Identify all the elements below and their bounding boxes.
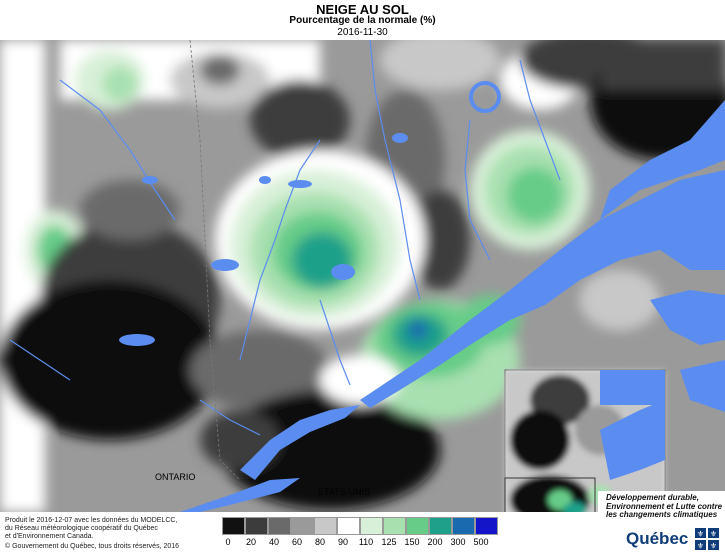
legend-swatch — [475, 517, 498, 535]
credit-line-3: et d'Environnement Canada. — [5, 533, 94, 540]
legend-swatch — [360, 517, 383, 535]
usa-label: ÉTATS-UNIS — [318, 487, 371, 497]
fleur-de-lis-icon: ⚜ ⚜ ⚜ ⚜ — [695, 528, 719, 550]
legend-label: 90 — [337, 537, 348, 547]
legend-swatch — [291, 517, 314, 535]
legend-label: 125 — [381, 537, 397, 547]
map-title: NEIGE AU SOL — [316, 2, 409, 17]
snow-map — [0, 40, 725, 512]
water-bodies — [119, 81, 725, 512]
legend-label: 60 — [291, 537, 302, 547]
legend-label: 40 — [268, 537, 279, 547]
legend-swatch — [406, 517, 429, 535]
legend-label: 500 — [473, 537, 489, 547]
legend-swatch — [452, 517, 475, 535]
legend-label: 150 — [404, 537, 420, 547]
legend-label: 300 — [450, 537, 466, 547]
quebec-logo: Développement durable, Environnement et … — [598, 491, 725, 552]
legend-swatch — [245, 517, 268, 535]
legend-swatch — [268, 517, 291, 535]
inset-map — [504, 369, 666, 512]
map-date: 2016-11-30 — [337, 27, 388, 38]
map-header: NEIGE AU SOL Pourcentage de la normale (… — [0, 0, 725, 40]
province-border — [189, 40, 241, 481]
legend-swatch — [383, 517, 406, 535]
copyright: © Gouvernement du Québec, tous droits ré… — [5, 543, 180, 550]
rivers — [9, 40, 561, 436]
credit-line-1: Produit le 2016-12-07 avec les données d… — [5, 517, 178, 524]
credit-line-2: du Réseau météorologique coopératif du Q… — [5, 525, 158, 532]
snow-field — [0, 40, 725, 512]
legend-label: 80 — [314, 537, 325, 547]
legend-swatch — [222, 517, 245, 535]
svg-text:⚜: ⚜ — [697, 542, 704, 551]
legend-label: 20 — [245, 537, 256, 547]
svg-text:⚜: ⚜ — [697, 530, 704, 539]
legend-label: 200 — [427, 537, 443, 547]
svg-text:⚜: ⚜ — [710, 542, 717, 551]
legend-label: 0 — [225, 537, 231, 547]
ministry-name: Développement durable, Environnement et … — [606, 493, 723, 519]
legend-label: 110 — [358, 537, 374, 547]
quebec-wordmark: Québec — [626, 529, 689, 548]
svg-text:⚜: ⚜ — [710, 530, 717, 539]
legend-swatch — [314, 517, 337, 535]
map-subtitle: Pourcentage de la normale (%) — [289, 15, 436, 26]
ontario-label: ONTARIO — [155, 472, 196, 482]
legend-swatch — [337, 517, 360, 535]
legend-swatch — [429, 517, 452, 535]
